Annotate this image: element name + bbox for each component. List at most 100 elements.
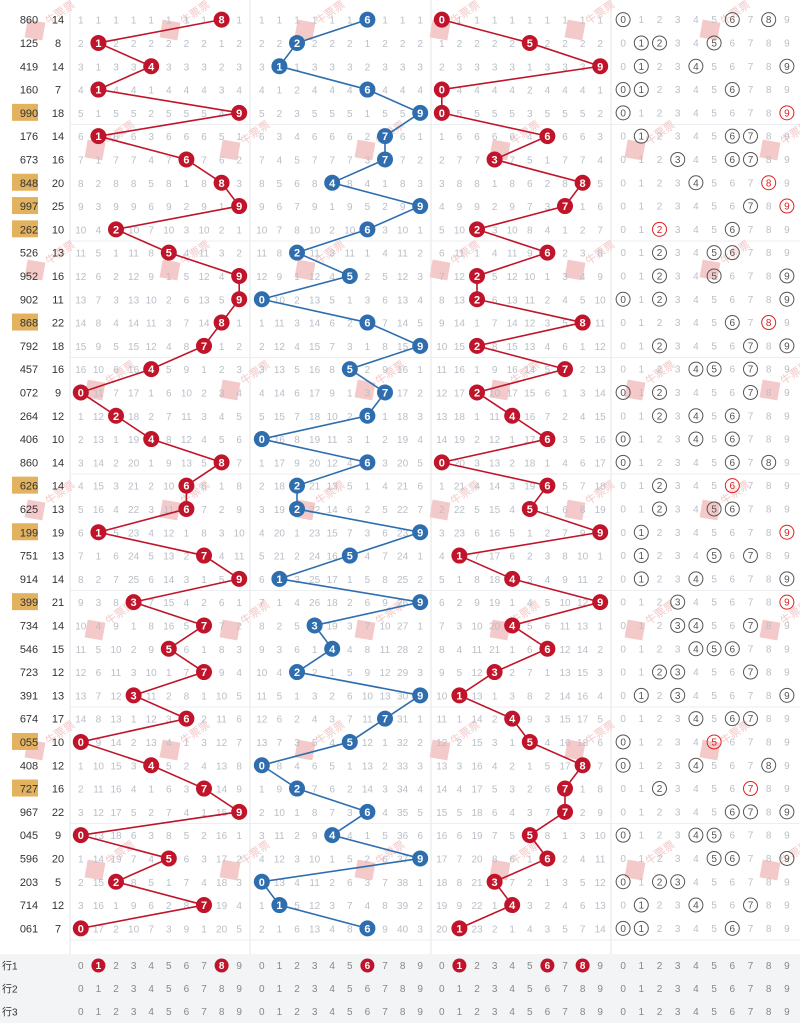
distribution-omission: 5 xyxy=(711,132,717,143)
omission-cell: 1 xyxy=(312,16,318,27)
footer-digit: 0 xyxy=(620,1007,626,1018)
sum-value: 17 xyxy=(52,714,64,726)
drawn-digit: 9 xyxy=(597,597,603,609)
distribution-hit xyxy=(615,454,631,470)
footer-digit: 8 xyxy=(766,961,772,972)
distribution-digit: 9 xyxy=(784,691,790,702)
omission-cell: 10 xyxy=(93,365,105,376)
distribution-hit xyxy=(724,82,740,98)
omission-cell: 2 xyxy=(201,388,207,399)
omission-cell: 1 xyxy=(184,528,190,539)
omission-cell: 8 xyxy=(597,785,603,796)
distribution-digit: 9 xyxy=(784,108,790,119)
omission-cell: 10 xyxy=(274,295,286,306)
omission-cell: 1 xyxy=(166,878,172,889)
distribution-omission: 2 xyxy=(657,108,663,119)
omission-cell: 5 xyxy=(236,691,242,702)
issue-number: 419 xyxy=(20,61,38,73)
issue-number: 262 xyxy=(20,224,38,236)
omission-cell: 1 xyxy=(78,412,84,423)
distribution-omission: 3 xyxy=(675,108,681,119)
distribution-digit: 0 xyxy=(620,85,626,96)
footer-digit: 7 xyxy=(382,961,388,972)
omission-cell: 3 xyxy=(148,132,154,143)
distribution-omission: 8 xyxy=(766,621,772,632)
omission-cell: 22 xyxy=(471,901,483,912)
omission-cell: 3 xyxy=(417,924,423,935)
drawn-digit: 6 xyxy=(364,457,370,469)
omission-cell: 10 xyxy=(256,668,268,679)
distribution-omission: 6 xyxy=(730,38,736,49)
omission-cell: 13 xyxy=(362,761,374,772)
omission-cell: 5 xyxy=(78,505,84,516)
omission-cell: 7 xyxy=(148,924,154,935)
distribution-omission: 4 xyxy=(693,528,699,539)
omission-cell: 15 xyxy=(93,878,105,889)
omission-cell: 4 xyxy=(347,645,353,656)
omission-cell: 4 xyxy=(184,86,190,97)
distribution-omission: 1 xyxy=(639,248,645,259)
distribution-omission: 9 xyxy=(784,784,790,795)
omission-cell: 19 xyxy=(309,435,321,446)
issue-number: 902 xyxy=(20,294,38,306)
omission-cell: 17 xyxy=(397,388,409,399)
omission-cell: 8 xyxy=(509,179,515,190)
distribution-omission: 4 xyxy=(693,248,699,259)
sum-value: 5 xyxy=(55,877,61,889)
distribution-digit: 4 xyxy=(693,178,699,189)
distribution-digit: 4 xyxy=(693,411,699,422)
distribution-digit: 0 xyxy=(620,435,626,446)
footer-digit: 2 xyxy=(113,961,119,972)
omission-cell: 3 xyxy=(329,62,335,73)
omission-cell: 1 xyxy=(236,132,242,143)
distribution-omission: 2 xyxy=(657,761,663,772)
omission-cell: 7 xyxy=(113,575,119,586)
omission-cell: 1 xyxy=(509,435,515,446)
distribution-omission: 7 xyxy=(748,458,754,469)
drawn-ball xyxy=(377,384,393,401)
omission-cell: 2 xyxy=(347,39,353,50)
distribution-omission: 4 xyxy=(693,202,699,213)
drawn-digit: 0 xyxy=(259,294,265,306)
omission-cell: 5 xyxy=(457,109,463,120)
footer-digit: 0 xyxy=(78,984,84,995)
distribution-omission: 0 xyxy=(620,202,626,213)
omission-cell: 3 xyxy=(78,62,84,73)
drawn-digit: 7 xyxy=(562,201,568,213)
omission-cell: 2 xyxy=(277,621,283,632)
omission-cell: 13 xyxy=(577,621,589,632)
drawn-ball xyxy=(504,617,521,634)
omission-cell: 2 xyxy=(597,109,603,120)
omission-cell: 9 xyxy=(474,202,480,213)
omission-cell: 24 xyxy=(128,552,140,563)
omission-cell: 2 xyxy=(201,39,207,50)
omission-cell: 3 xyxy=(545,924,551,935)
omission-cell: 5 xyxy=(527,155,533,166)
distribution-digit: 7 xyxy=(748,341,754,352)
distribution-omission: 8 xyxy=(766,574,772,585)
distribution-digit: 0 xyxy=(620,458,626,469)
omission-cell: 6 xyxy=(259,132,265,143)
omission-cell: 17 xyxy=(309,388,321,399)
omission-cell: 12 xyxy=(146,715,158,726)
omission-cell: 8 xyxy=(259,179,265,190)
omission-cell: 7 xyxy=(527,668,533,679)
issue-number: 868 xyxy=(20,318,38,330)
watermark: 牛票票 xyxy=(759,357,800,401)
omission-cell: 5 xyxy=(148,878,154,889)
distribution-digit: 0 xyxy=(620,737,626,748)
omission-cell: 9 xyxy=(219,668,225,679)
omission-cell: 13 xyxy=(216,761,228,772)
omission-cell: 15 xyxy=(454,342,466,353)
watermark-logo xyxy=(699,739,721,761)
omission-cell: 6 xyxy=(382,295,388,306)
watermark: 牛票票 xyxy=(759,837,800,881)
omission-cell: 10 xyxy=(454,225,466,236)
omission-cell: 7 xyxy=(148,598,154,609)
drawn-digit: 2 xyxy=(294,667,300,679)
omission-cell: 8 xyxy=(148,249,154,260)
distribution-digit: 9 xyxy=(784,271,790,282)
omission-cell: 1 xyxy=(347,295,353,306)
omission-cell: 11 xyxy=(111,668,122,679)
